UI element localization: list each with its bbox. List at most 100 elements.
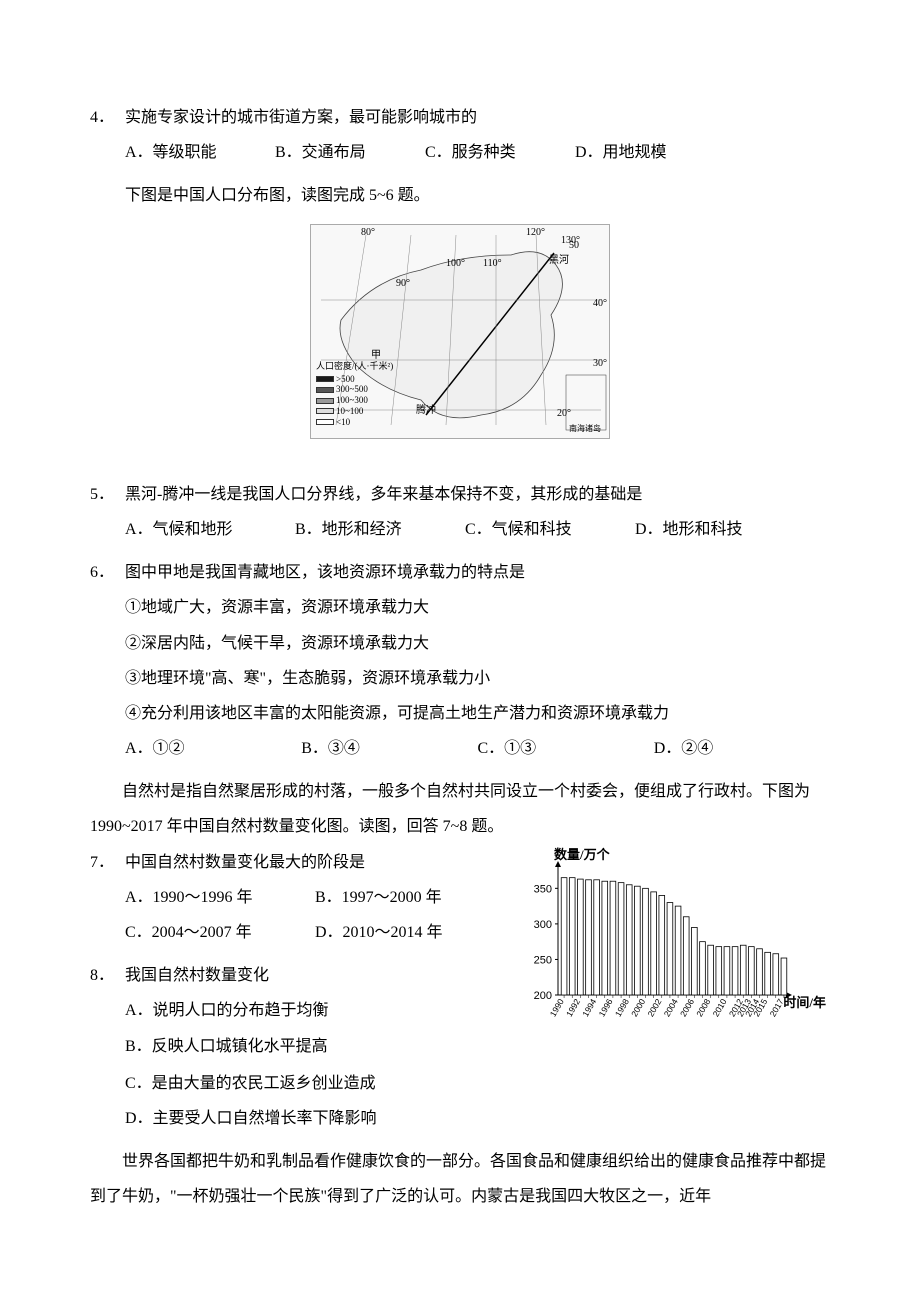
q4-opt-b: B．交通布局 [275,135,425,170]
q7-text: 中国自然村数量变化最大的阶段是 [125,845,505,880]
map-lon-80: 80° [361,222,375,244]
question-8: 8． 我国自然村数量变化 A．说明人口的分布趋于均衡 B．反映人口城镇化水平提高 [90,958,505,1064]
svg-text:350: 350 [534,883,552,895]
intro-56: 下图是中国人口分布图，读图完成 5~6 题。 [90,178,830,213]
q78-chart-row: 7． 中国自然村数量变化最大的阶段是 A．1990～1996 年 B．1997～… [90,845,830,1072]
legend-swatch [316,398,334,404]
q5-opt-c: C．气候和科技 [465,512,635,547]
q7-opt-a: A．1990～1996 年 [125,880,315,915]
map-lon-90: 90° [396,273,410,295]
legend-label: 100~300 [336,395,368,406]
q5-opt-a: A．气候和地形 [125,512,295,547]
q6-opt-b: B．③④ [301,731,477,766]
svg-text:1992: 1992 [564,996,582,1018]
q6-opt-a: A．①② [125,731,301,766]
legend-item: 100~300 [316,395,393,406]
svg-text:2000: 2000 [629,996,647,1018]
china-population-map: 80° 100° 110° 120° 130° 90° 50 40° 30° 2… [310,224,610,439]
intro-9: 世界各国都把牛奶和乳制品看作健康饮食的一部分。各国食品和健康组织给出的健康食品推… [90,1144,830,1214]
map-lon-100: 100° [446,253,465,275]
map-label-tengchong: 腾冲 [416,400,436,422]
q5-line: 5． 黑河-腾冲一线是我国人口分界线，多年来基本保持不变，其形成的基础是 [90,477,830,512]
q6-options: A．①② B．③④ C．①③ D．②④ [90,731,830,766]
legend-item: 10~100 [316,406,393,417]
map-lon-120: 120° [526,222,545,244]
q7-number: 7． [90,845,125,880]
svg-text:1996: 1996 [597,996,615,1018]
q8-opt-d: D．主要受人口自然增长率下降影响 [90,1101,830,1136]
q8-number: 8． [90,958,125,993]
q6-s2: ②深居内陆，气候干旱，资源环境承载力大 [90,626,830,661]
q8-text: 我国自然村数量变化 [125,958,505,993]
svg-text:2004: 2004 [662,996,680,1018]
svg-text:2002: 2002 [645,996,663,1018]
q7-opt-b: B．1997～2000 年 [315,880,505,915]
map-lon-110: 110° [483,253,502,275]
q6-line: 6． 图中甲地是我国青藏地区，该地资源环境承载力的特点是 [90,555,830,590]
question-6: 6． 图中甲地是我国青藏地区，该地资源环境承载力的特点是 ①地域广大，资源丰富，… [90,555,830,766]
map-lat-30: 30° [593,353,607,375]
q8-line: 8． 我国自然村数量变化 [90,958,505,993]
q4-opt-d: D．用地规模 [575,135,725,170]
question-4: 4． 实施专家设计的城市街道方案，最可能影响城市的 A．等级职能 B．交通布局 … [90,100,830,170]
q5-number: 5． [90,477,125,512]
q6-opt-d: D．②④ [654,731,830,766]
legend-item: <10 [316,417,393,428]
map-legend: 人口密度/(人·千米²) >500300~500100~30010~100<10 [316,361,393,428]
q7-options: A．1990～1996 年 B．1997～2000 年 C．2004～2007 … [90,880,505,950]
legend-label: >500 [336,374,355,385]
map-lat-40: 40° [593,293,607,315]
question-5: 5． 黑河-腾冲一线是我国人口分界线，多年来基本保持不变，其形成的基础是 A．气… [90,477,830,547]
q5-text: 黑河-腾冲一线是我国人口分界线，多年来基本保持不变，其形成的基础是 [125,477,830,512]
svg-text:数量/万个: 数量/万个 [554,847,611,862]
q5-options: A．气候和地形 B．地形和经济 C．气候和科技 D．地形和科技 [90,512,830,547]
q78-left-column: 7． 中国自然村数量变化最大的阶段是 A．1990～1996 年 B．1997～… [90,845,505,1072]
q4-options: A．等级职能 B．交通布局 C．服务种类 D．用地规模 [90,135,830,170]
q6-number: 6． [90,555,125,590]
china-map-figure: 80° 100° 110° 120° 130° 90° 50 40° 30° 2… [90,224,830,452]
question-8-continued: C．是由大量的农民工返乡创业造成 D．主要受人口自然增长率下降影响 [90,1066,830,1136]
q7-line: 7． 中国自然村数量变化最大的阶段是 [90,845,505,880]
q6-s4: ④充分利用该地区丰富的太阳能资源，可提高土地生产潜力和资源环境承载力 [90,696,830,731]
question-7: 7． 中国自然村数量变化最大的阶段是 A．1990～1996 年 B．1997～… [90,845,505,951]
legend-swatch [316,408,334,414]
map-lat-50: 50 [569,235,579,257]
q7-opt-c: C．2004～2007 年 [125,915,315,950]
q5-opt-d: D．地形和科技 [635,512,805,547]
legend-item: >500 [316,374,393,385]
svg-text:1994: 1994 [580,996,598,1018]
q4-text: 实施专家设计的城市街道方案，最可能影响城市的 [125,100,830,135]
legend-swatch [316,419,334,425]
svg-text:1998: 1998 [613,996,631,1018]
q4-opt-a: A．等级职能 [125,135,275,170]
legend-swatch [316,387,334,393]
q4-number: 4． [90,100,125,135]
legend-swatch [316,376,334,382]
legend-item: 300~500 [316,384,393,395]
svg-text:250: 250 [534,954,552,966]
svg-text:200: 200 [534,990,552,1002]
q7-opt-d: D．2010～2014 年 [315,915,505,950]
svg-text:300: 300 [534,919,552,931]
svg-text:2010: 2010 [711,996,729,1018]
legend-label: 10~100 [336,406,363,417]
svg-text:时间/年: 时间/年 [783,995,826,1010]
q6-opt-c: C．①③ [478,731,654,766]
legend-label: 300~500 [336,384,368,395]
q6-s1: ①地域广大，资源丰富，资源环境承载力大 [90,590,830,625]
map-label-heihe: 黑河 [549,250,569,272]
q4-opt-c: C．服务种类 [425,135,575,170]
q6-text: 图中甲地是我国青藏地区，该地资源环境承载力的特点是 [125,555,830,590]
legend-items-container: >500300~500100~30010~100<10 [316,374,393,428]
q6-s3: ③地理环境"高、寒"，生态脆弱，资源环境承载力小 [90,661,830,696]
legend-label: <10 [336,417,350,428]
intro-78: 自然村是指自然聚居形成的村落，一般多个自然村共同设立一个村委会，便组成了行政村。… [90,774,830,844]
q8-opt-b: B．反映人口城镇化水平提高 [90,1029,505,1064]
q4-line: 4． 实施专家设计的城市街道方案，最可能影响城市的 [90,100,830,135]
village-count-chart: 数量/万个时间/年2002503003501990199219941996199… [520,845,830,1030]
q8-opt-a: A．说明人口的分布趋于均衡 [90,993,505,1028]
q5-opt-b: B．地形和经济 [295,512,465,547]
svg-text:2008: 2008 [694,996,712,1018]
map-nanhai-label: 南海诸岛 [569,420,601,438]
svg-text:2006: 2006 [678,996,696,1018]
